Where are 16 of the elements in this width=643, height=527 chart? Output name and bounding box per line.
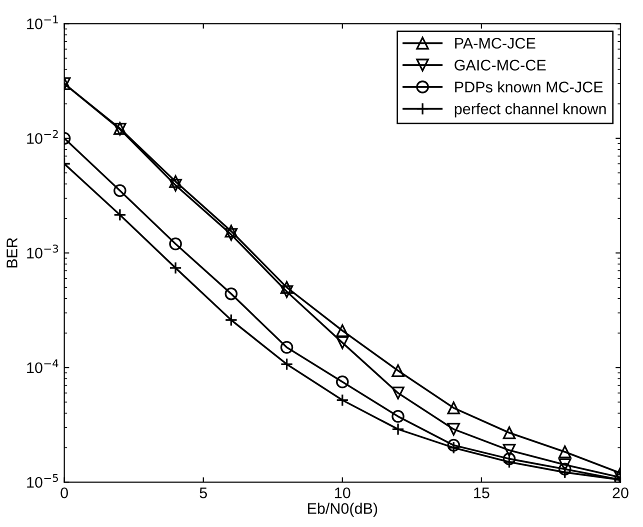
x-axis-title: Eb/N0(dB) (308, 502, 378, 517)
x-tick-label: 20 (612, 487, 628, 498)
y-tick-label: 10$^{−5}$ (27, 474, 58, 488)
y-axis-title: BER (6, 238, 18, 268)
x-tick-label: 15 (474, 488, 490, 498)
y-tick-label: 10$^{−2}$ (27, 130, 58, 144)
legend-label: PA-MC-JCE (455, 38, 536, 49)
x-tick-label: 5 (200, 488, 207, 498)
legend-label: PDPs known MC-JCE (455, 81, 603, 92)
legend-label: perfect channel known (454, 103, 606, 118)
x-tick-label: 0 (60, 487, 68, 498)
y-tick-label: 10$^{−4}$ (27, 359, 58, 374)
x-tick-label: 10 (335, 487, 350, 498)
y-tick-label: 10$^{−3}$ (27, 244, 58, 259)
legend-label: GAIC-MC-CE (454, 60, 546, 71)
y-tick-label: 10$^{−1}$ (27, 16, 58, 30)
